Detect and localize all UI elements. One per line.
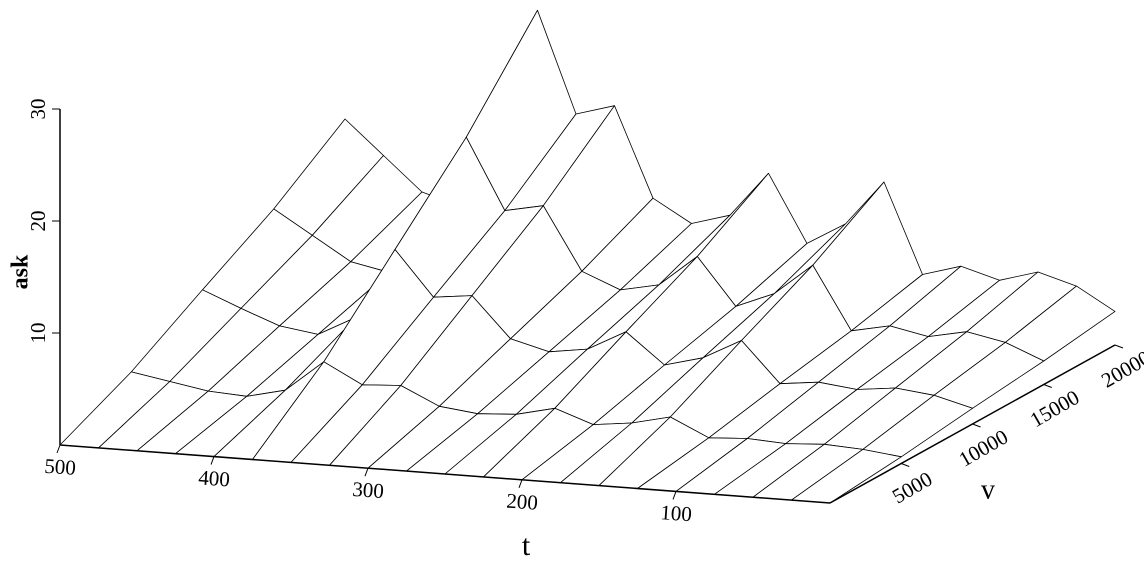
- x-tick: [672, 491, 677, 500]
- x-tick-label: 300: [352, 477, 385, 503]
- z-tick-label: 30: [26, 99, 50, 120]
- x-axis-label: t: [522, 529, 531, 562]
- z-tick-label: 20: [26, 211, 50, 232]
- x-tick-label: 400: [198, 465, 231, 491]
- y-tick-label: 5000: [888, 467, 936, 509]
- y-tick: [1043, 384, 1052, 388]
- x-tick-label: 100: [660, 500, 693, 526]
- x-tick-label: 500: [44, 454, 77, 480]
- x-tick: [56, 444, 61, 454]
- x-tick: [364, 468, 369, 477]
- z-tick-label: 10: [26, 323, 50, 344]
- y-axis-label: v: [981, 474, 995, 505]
- y-tick-label: 10000: [955, 425, 1012, 472]
- z-axis-label: ask: [8, 254, 34, 289]
- y-tick: [901, 463, 910, 467]
- x-tick: [210, 456, 215, 465]
- y-tick-label: 20000: [1097, 346, 1144, 393]
- y-tick-label: 15000: [1026, 385, 1083, 432]
- x-tick: [518, 479, 523, 488]
- y-tick: [1114, 344, 1124, 349]
- x-tick-label: 200: [506, 489, 539, 515]
- x-axis-line: [59, 444, 831, 504]
- y-tick: [972, 423, 981, 428]
